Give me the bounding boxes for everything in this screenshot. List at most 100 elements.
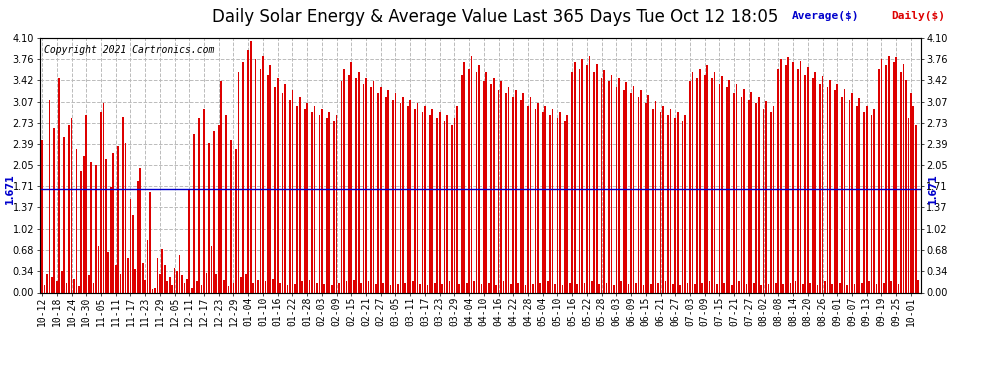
Bar bbox=[689, 81, 691, 292]
Bar bbox=[151, 290, 153, 292]
Bar bbox=[448, 281, 450, 292]
Bar bbox=[576, 284, 578, 292]
Bar bbox=[341, 81, 343, 292]
Bar bbox=[574, 62, 575, 292]
Bar bbox=[277, 78, 278, 292]
Bar bbox=[309, 280, 311, 292]
Bar bbox=[122, 117, 124, 292]
Bar bbox=[824, 281, 826, 292]
Bar bbox=[380, 87, 381, 292]
Bar bbox=[885, 66, 887, 292]
Text: Daily Solar Energy & Average Value Last 365 Days Tue Oct 12 18:05: Daily Solar Energy & Average Value Last … bbox=[212, 8, 778, 26]
Bar bbox=[652, 109, 654, 292]
Bar bbox=[437, 118, 438, 292]
Bar bbox=[672, 284, 673, 292]
Bar bbox=[463, 62, 465, 292]
Bar bbox=[805, 75, 806, 292]
Bar bbox=[583, 282, 585, 292]
Bar bbox=[465, 282, 467, 292]
Bar bbox=[908, 118, 909, 292]
Bar bbox=[191, 288, 193, 292]
Bar bbox=[787, 57, 789, 292]
Bar bbox=[245, 274, 247, 292]
Bar bbox=[863, 112, 865, 292]
Bar bbox=[878, 69, 880, 292]
Bar bbox=[493, 78, 495, 292]
Bar bbox=[734, 93, 735, 292]
Bar bbox=[113, 153, 114, 292]
Bar bbox=[68, 124, 70, 292]
Bar bbox=[767, 284, 769, 292]
Bar bbox=[775, 282, 777, 292]
Bar bbox=[156, 258, 158, 292]
Bar bbox=[291, 90, 293, 292]
Bar bbox=[181, 275, 183, 292]
Bar bbox=[53, 128, 55, 292]
Bar bbox=[377, 93, 379, 292]
Bar bbox=[419, 284, 421, 292]
Bar bbox=[451, 124, 452, 292]
Bar bbox=[166, 281, 168, 292]
Bar bbox=[51, 277, 52, 292]
Bar bbox=[60, 271, 62, 292]
Bar bbox=[409, 100, 411, 292]
Bar bbox=[348, 75, 349, 292]
Bar bbox=[741, 97, 742, 292]
Bar bbox=[500, 81, 502, 292]
Bar bbox=[739, 281, 740, 292]
Bar bbox=[42, 140, 43, 292]
Bar bbox=[390, 285, 391, 292]
Bar bbox=[95, 165, 97, 292]
Bar bbox=[432, 109, 434, 292]
Bar bbox=[240, 277, 242, 292]
Bar bbox=[873, 109, 875, 292]
Bar bbox=[75, 150, 77, 292]
Bar bbox=[623, 90, 625, 292]
Bar bbox=[78, 286, 80, 292]
Bar bbox=[810, 282, 811, 292]
Bar bbox=[147, 240, 148, 292]
Bar bbox=[518, 282, 519, 292]
Bar bbox=[731, 285, 733, 292]
Bar bbox=[434, 282, 436, 292]
Bar bbox=[743, 88, 744, 292]
Bar bbox=[458, 284, 460, 292]
Bar bbox=[429, 115, 431, 292]
Bar bbox=[296, 106, 298, 292]
Bar bbox=[616, 87, 617, 292]
Bar bbox=[815, 72, 816, 292]
Bar bbox=[843, 88, 845, 292]
Bar bbox=[173, 268, 175, 292]
Bar bbox=[137, 180, 139, 292]
Bar bbox=[414, 109, 416, 292]
Bar bbox=[495, 285, 497, 292]
Bar bbox=[125, 143, 127, 292]
Bar bbox=[893, 62, 895, 292]
Bar bbox=[355, 78, 357, 292]
Bar bbox=[714, 72, 716, 292]
Bar bbox=[186, 279, 188, 292]
Bar bbox=[176, 271, 178, 292]
Bar bbox=[883, 282, 885, 292]
Bar bbox=[709, 281, 711, 292]
Bar bbox=[248, 50, 249, 292]
Bar bbox=[508, 87, 509, 292]
Bar bbox=[238, 72, 240, 292]
Bar bbox=[350, 62, 352, 292]
Bar bbox=[868, 281, 870, 292]
Bar bbox=[221, 81, 222, 292]
Bar bbox=[760, 285, 762, 292]
Bar bbox=[910, 93, 912, 292]
Bar bbox=[520, 100, 522, 292]
Bar bbox=[370, 87, 372, 292]
Bar bbox=[711, 78, 713, 292]
Bar bbox=[603, 70, 605, 292]
Bar bbox=[279, 282, 281, 292]
Bar bbox=[110, 187, 112, 292]
Text: Daily($): Daily($) bbox=[891, 11, 945, 21]
Bar bbox=[473, 281, 475, 292]
Bar bbox=[915, 124, 917, 292]
Bar bbox=[905, 80, 907, 292]
Bar bbox=[145, 280, 146, 292]
Bar bbox=[729, 80, 730, 292]
